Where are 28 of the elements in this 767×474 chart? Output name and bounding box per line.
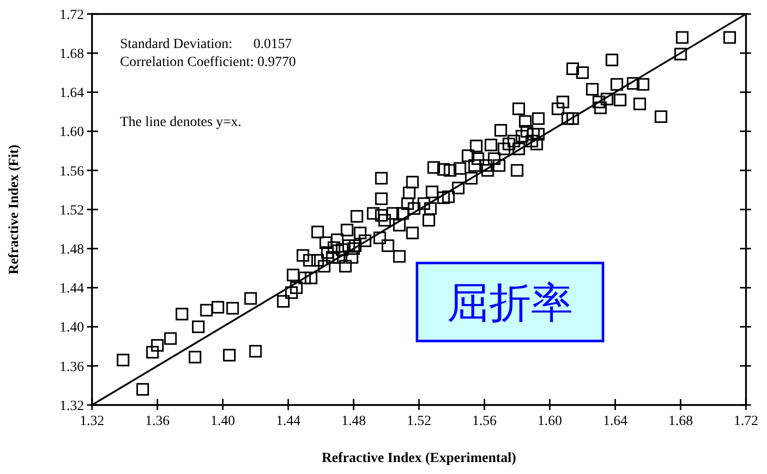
y-tick-label: 1.60	[60, 125, 84, 140]
y-tick-label: 1.40	[60, 320, 84, 336]
y-axis-title: Refractive Index (Fit)	[7, 144, 22, 274]
y-tick-label: 1.64	[60, 86, 84, 102]
annotation: Standard Deviation: 0.0157	[120, 37, 292, 52]
y-tick-label: 1.68	[60, 47, 84, 62]
x-tick-label: 1.36	[145, 414, 170, 429]
annotation: Correlation Coefficient: 0.9770	[120, 55, 296, 70]
x-axis-title: Refractive Index (Experimental)	[322, 451, 517, 466]
x-tick-label: 1.44	[276, 414, 300, 429]
y-tick-label: 1.32	[60, 398, 84, 414]
x-tick-label: 1.60	[538, 414, 562, 429]
y-tick-label: 1.44	[60, 282, 84, 297]
x-tick-label: 1.68	[668, 414, 693, 429]
x-tick-label: 1.56	[472, 414, 497, 429]
x-tick-label: 1.32	[80, 414, 104, 429]
annotation: The line denotes y=x.	[120, 115, 242, 130]
y-tick-label: 1.56	[60, 164, 84, 180]
x-tick-label: 1.48	[341, 414, 366, 429]
x-tick-label: 1.64	[602, 414, 628, 429]
y-tick-label: 1.52	[60, 203, 84, 218]
x-tick-label: 1.40	[210, 414, 236, 429]
annotation: 屈折率	[447, 278, 573, 327]
x-tick-label: 1.52	[406, 414, 432, 429]
y-tick-label: 1.36	[60, 360, 84, 375]
x-tick-label: 1.72	[734, 414, 758, 429]
y-tick-label: 1.72	[60, 8, 84, 23]
y-tick-label: 1.48	[60, 242, 84, 258]
